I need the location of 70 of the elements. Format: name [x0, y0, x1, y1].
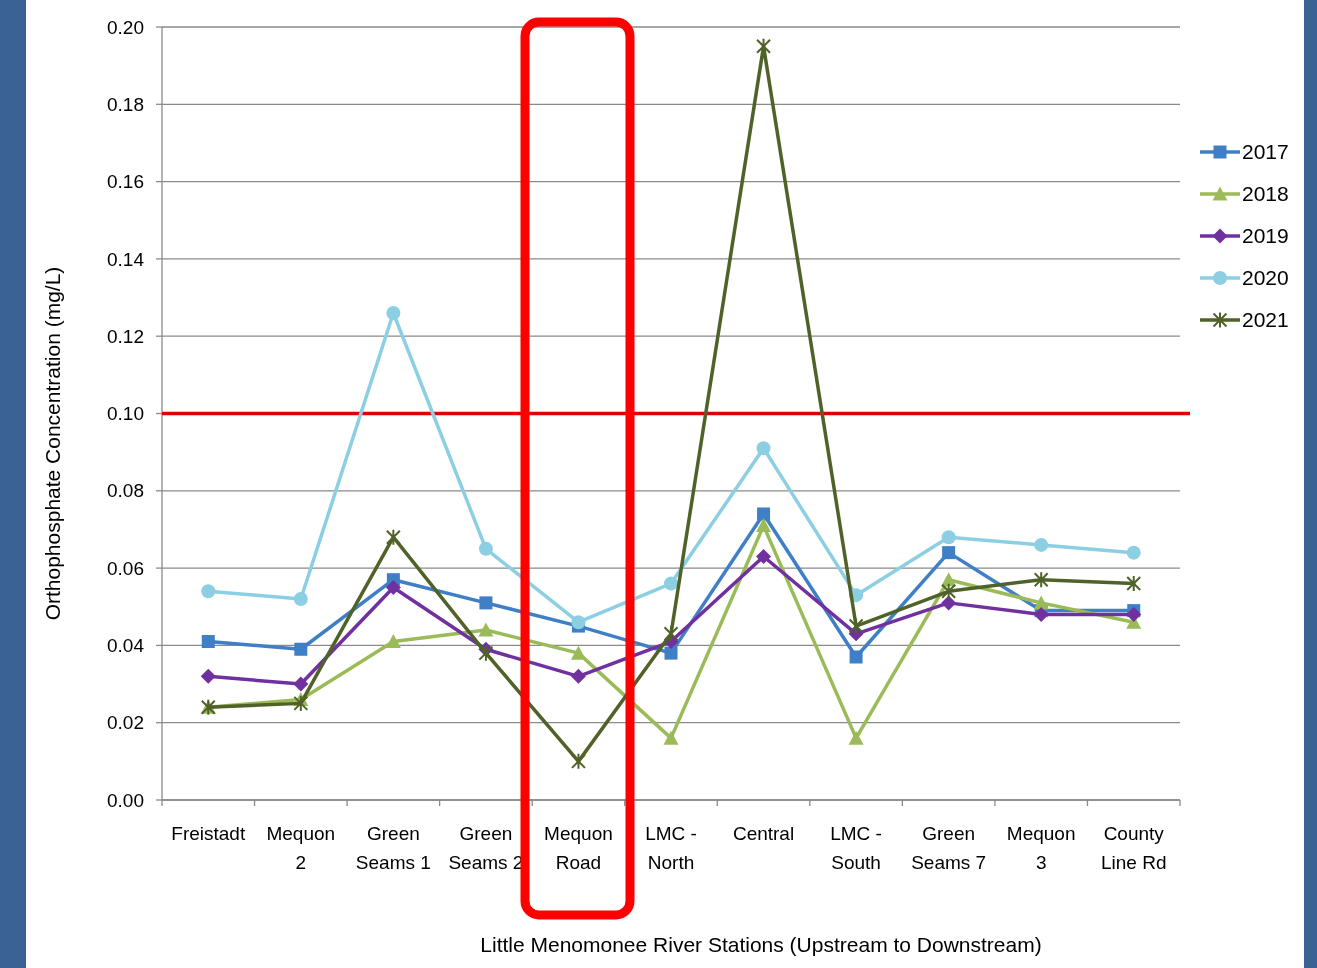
- legend-label: 2017: [1242, 140, 1289, 164]
- x-tick-label: Mequon 2: [266, 823, 336, 873]
- point: [756, 549, 772, 565]
- point: [1126, 606, 1142, 622]
- point: [293, 694, 309, 712]
- point: [294, 642, 308, 656]
- y-tick-label: 0.06: [107, 557, 144, 579]
- point: [293, 676, 309, 692]
- point: [200, 668, 216, 684]
- point: [479, 596, 493, 610]
- point: [1126, 545, 1141, 560]
- point: [478, 622, 494, 637]
- point: [848, 617, 864, 635]
- point: [756, 441, 771, 456]
- point: [941, 582, 957, 600]
- y-tick-label: 0.10: [107, 403, 144, 425]
- point: [1033, 606, 1049, 622]
- x-tick-label: LMC - South: [830, 823, 882, 873]
- y-axis-title: Orthophosphate Concentration (mg/L): [41, 266, 64, 621]
- x-tick-label: Mequon 3: [1006, 823, 1076, 873]
- point: [848, 730, 864, 745]
- legend-label: 2018: [1242, 182, 1289, 206]
- point: [942, 546, 956, 560]
- x-tick-label: Central: [732, 823, 795, 844]
- point: [478, 644, 494, 662]
- x-tick-label: Freistadt: [171, 823, 246, 844]
- point: [664, 576, 678, 591]
- point: [1033, 571, 1049, 589]
- point: [756, 37, 772, 55]
- y-tick-label: 0.02: [107, 712, 144, 734]
- point: [570, 752, 586, 770]
- point: [1034, 537, 1049, 552]
- point: [385, 528, 401, 546]
- x-tick-label: LMC - North: [645, 823, 697, 873]
- point: [941, 595, 957, 611]
- point: [201, 635, 215, 649]
- y-tick-label: 0.16: [107, 171, 144, 193]
- legend-label: 2020: [1242, 266, 1289, 290]
- point: [757, 507, 771, 521]
- x-tick-label: County Line Rd: [1100, 823, 1167, 873]
- point: [385, 579, 401, 595]
- legend-label: 2021: [1242, 308, 1289, 332]
- legend-label: 2019: [1242, 224, 1289, 248]
- point: [664, 646, 678, 660]
- point: [663, 625, 679, 643]
- point: [941, 530, 956, 545]
- point: [756, 518, 772, 533]
- y-tick-label: 0.20: [107, 16, 144, 38]
- y-tick-label: 0.04: [107, 635, 145, 657]
- point: [1033, 595, 1049, 610]
- x-tick-label: Mequon Road: [544, 823, 613, 873]
- point: [201, 584, 216, 599]
- x-tick-label: Green Seams 7: [911, 823, 987, 873]
- point: [293, 592, 308, 607]
- x-tick-label: Green Seams 1: [355, 823, 431, 873]
- point: [570, 668, 586, 684]
- y-tick-label: 0.18: [107, 93, 144, 115]
- point: [571, 615, 586, 630]
- point: [386, 306, 401, 321]
- y-tick-label: 0.14: [107, 248, 145, 270]
- point: [570, 645, 586, 660]
- point: [663, 730, 679, 745]
- y-tick-label: 0.08: [107, 480, 144, 502]
- x-axis-title: Little Menomonee River Stations (Upstream to Downstream): [480, 933, 1042, 956]
- y-tick-label: 0.00: [107, 789, 144, 811]
- point: [385, 634, 401, 649]
- point: [849, 650, 863, 664]
- point: [478, 541, 493, 556]
- point: [1126, 575, 1142, 593]
- y-tick-label: 0.12: [107, 325, 144, 347]
